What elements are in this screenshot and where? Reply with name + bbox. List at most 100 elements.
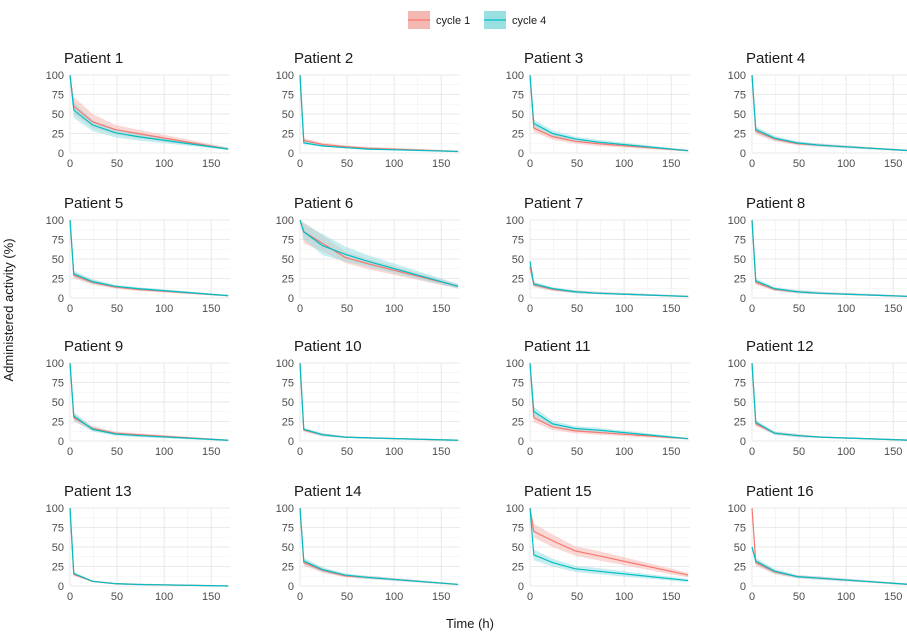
panel-title: Patient 1: [64, 50, 123, 67]
panel-13: Patient 13 0 25 50 75 100 0 50 100 150: [46, 483, 230, 603]
series-line-cycle-4: [299, 362, 459, 441]
x-tick-label: 0: [297, 446, 303, 458]
y-tick-label: 50: [734, 397, 746, 409]
x-tick-label: 0: [297, 158, 303, 170]
x-tick-label: 100: [155, 591, 173, 603]
panel-grid: [299, 219, 460, 299]
y-tick-label: 75: [282, 90, 294, 102]
x-axis-label: Time (h): [446, 616, 494, 631]
y-tick-label: 50: [282, 542, 294, 554]
panel-grid: [69, 74, 230, 154]
legend-entry-cycle-4: cycle 4: [484, 11, 546, 29]
panel-title: Patient 2: [294, 50, 353, 67]
x-tick-label: 100: [385, 446, 403, 458]
x-tick-label: 150: [884, 446, 902, 458]
y-axis-label: Administered activity (%): [1, 238, 16, 381]
x-tick-label: 50: [111, 591, 123, 603]
x-tick-label: 0: [527, 446, 533, 458]
y-tick-label: 75: [282, 523, 294, 535]
panel-title: Patient 3: [524, 50, 583, 67]
x-tick-label: 0: [749, 446, 755, 458]
y-tick-label: 25: [512, 274, 524, 286]
panel-5: Patient 5 0 25 50 75 100 0 50 100 150: [46, 195, 230, 315]
series-line-cycle-4: [299, 507, 459, 586]
y-tick-label: 50: [512, 397, 524, 409]
y-tick-label: 25: [734, 417, 746, 429]
panel-1: Patient 1 0 25 50 75 100 0 50 100 150: [46, 50, 230, 170]
series-line-cycle-4: [69, 219, 229, 297]
panel-title: Patient 6: [294, 195, 353, 212]
panel-4: Patient 4 0 25 50 75 100 0 50 100 150: [728, 50, 907, 170]
x-tick-label: 150: [884, 303, 902, 315]
x-tick-label: 100: [615, 158, 633, 170]
panel-title: Patient 7: [524, 195, 583, 212]
y-tick-label: 50: [52, 109, 64, 121]
y-tick-label: 75: [734, 378, 746, 390]
x-tick-label: 0: [297, 303, 303, 315]
panel-8: Patient 8 0 25 50 75 100 0 50 100 150: [728, 195, 907, 315]
y-tick-label: 50: [512, 542, 524, 554]
panel-15: Patient 15 0 25 50 75 100 0 50 100 150: [506, 483, 690, 603]
panel-16: Patient 16 0 25 50 75 100 0 50 100 150: [728, 483, 907, 603]
y-tick-label: 0: [518, 436, 524, 448]
y-tick-label: 0: [288, 293, 294, 305]
x-tick-label: 100: [385, 158, 403, 170]
legend-entry-cycle-1: cycle 1: [408, 11, 470, 29]
x-tick-label: 0: [749, 158, 755, 170]
y-tick-label: 25: [282, 417, 294, 429]
series-line-cycle-4: [299, 74, 459, 153]
panel-grid: [69, 507, 230, 587]
series-line-cycle-4: [751, 219, 907, 297]
y-tick-label: 50: [52, 397, 64, 409]
panel-grid: [299, 507, 460, 587]
y-tick-label: 75: [734, 523, 746, 535]
y-tick-label: 100: [276, 70, 294, 82]
y-tick-label: 50: [282, 109, 294, 121]
panel-3: Patient 3 0 25 50 75 100 0 50 100 150: [506, 50, 690, 170]
y-tick-label: 25: [52, 274, 64, 286]
x-tick-label: 100: [385, 591, 403, 603]
y-tick-label: 25: [734, 129, 746, 141]
x-tick-label: 100: [837, 158, 855, 170]
x-tick-label: 50: [793, 591, 805, 603]
y-tick-label: 25: [734, 274, 746, 286]
series-line-cycle-4: [529, 74, 689, 152]
panel-11: Patient 11 0 25 50 75 100 0 50 100 150: [506, 338, 690, 458]
x-tick-label: 100: [155, 303, 173, 315]
x-tick-label: 50: [793, 158, 805, 170]
y-tick-label: 100: [46, 215, 64, 227]
x-tick-label: 150: [662, 303, 680, 315]
y-tick-label: 100: [46, 503, 64, 515]
series-line-cycle-4: [751, 362, 907, 441]
x-tick-label: 150: [662, 591, 680, 603]
y-tick-label: 100: [276, 215, 294, 227]
y-tick-label: 75: [52, 378, 64, 390]
panel-grid: [751, 74, 907, 154]
x-tick-label: 150: [202, 158, 220, 170]
y-tick-label: 100: [728, 503, 746, 515]
y-tick-label: 50: [512, 254, 524, 266]
panel-grid: [529, 74, 690, 154]
y-tick-label: 0: [518, 293, 524, 305]
y-tick-label: 100: [728, 358, 746, 370]
panel-grid: [299, 74, 460, 154]
y-tick-label: 100: [506, 70, 524, 82]
x-tick-label: 150: [432, 591, 450, 603]
x-tick-label: 100: [155, 446, 173, 458]
panel-title: Patient 5: [64, 195, 123, 212]
y-tick-label: 100: [46, 70, 64, 82]
panel-title: Patient 10: [294, 338, 362, 355]
panel-grid: [529, 507, 690, 587]
panel-title: Patient 9: [64, 338, 123, 355]
series-line-cycle-4: [529, 362, 689, 440]
panel-14: Patient 14 0 25 50 75 100 0 50 100 150: [276, 483, 460, 603]
series-line-cycle-4: [69, 362, 229, 441]
y-tick-label: 100: [506, 503, 524, 515]
x-tick-label: 150: [202, 303, 220, 315]
series-line-cycle-4: [751, 74, 907, 152]
y-tick-label: 75: [512, 235, 524, 247]
series-line-cycle-4: [529, 261, 689, 298]
